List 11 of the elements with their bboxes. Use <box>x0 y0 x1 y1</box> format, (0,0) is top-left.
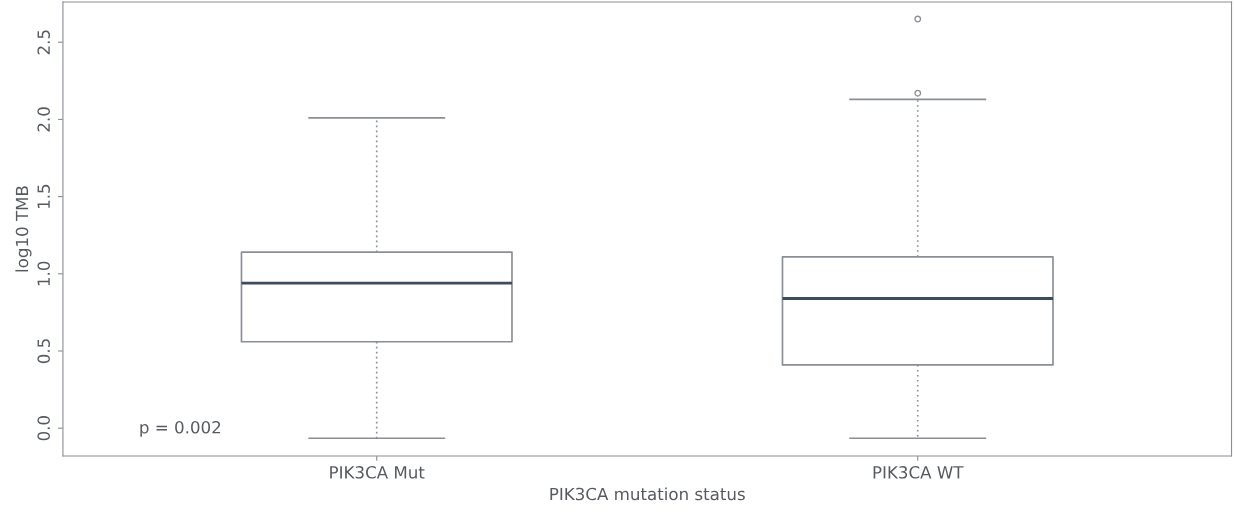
x-tick-label: PIK3CA WT <box>873 466 964 479</box>
x-tick-label: PIK3CA Mut <box>330 466 425 479</box>
y-tick-label: 1.5 <box>37 184 50 209</box>
y-tick-label: 0.0 <box>37 416 50 441</box>
y-axis-title: log10 TMB <box>15 186 32 272</box>
y-tick-label: 1.0 <box>37 261 50 286</box>
y-tick-label: 2.0 <box>37 107 50 132</box>
annotation: p = 0.002 <box>140 420 221 437</box>
y-tick-label: 0.5 <box>37 339 50 364</box>
x-axis-title: PIK3CA mutation status <box>550 487 745 501</box>
y-tick-label: 2.5 <box>37 30 50 55</box>
